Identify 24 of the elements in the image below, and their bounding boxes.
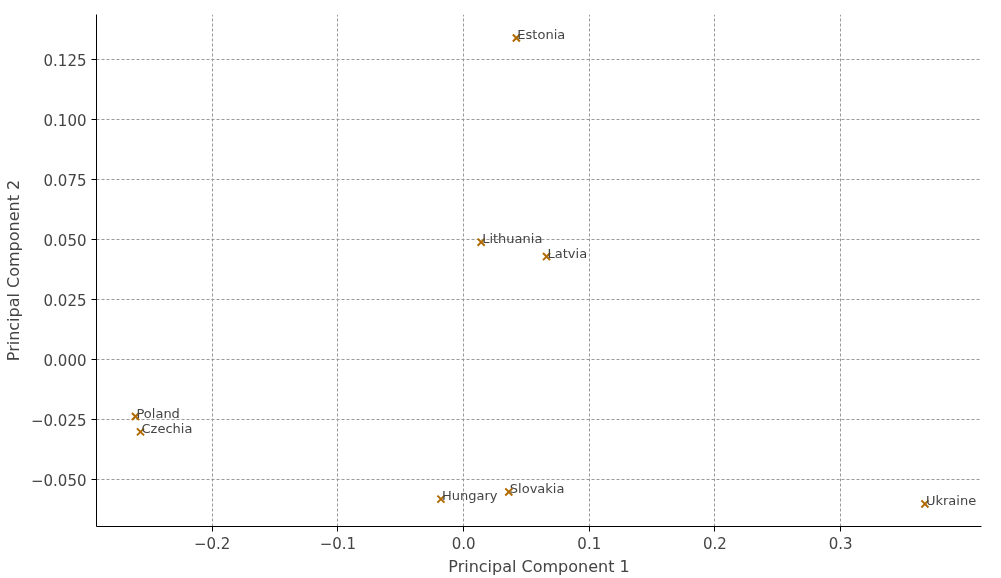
annotation: Ukraine: [925, 492, 977, 508]
y-tick-label: 0.050: [43, 231, 87, 250]
x-tick-label: 0.1: [577, 534, 602, 553]
annotation: Czechia: [141, 420, 193, 436]
annotation: Latvia: [547, 245, 588, 261]
y-tick-label: 0.025: [43, 291, 87, 310]
y-tick-label: 0.100: [43, 111, 87, 130]
x-tick-label: −0.1: [319, 534, 357, 553]
annotation: Slovakia: [509, 480, 565, 496]
annotation: Poland: [136, 405, 180, 421]
annotation: Lithuania: [482, 231, 543, 247]
y-axis-title: Principal Component 2: [3, 179, 23, 362]
annotation: Estonia: [517, 27, 566, 43]
x-tick-label: −0.2: [193, 534, 231, 553]
x-axis-title: Principal Component 1: [448, 556, 630, 576]
x-tick-label: 0.2: [703, 534, 727, 553]
y-tick-label: 0.125: [43, 51, 87, 70]
y-tick-label: 0.000: [43, 351, 87, 370]
x-tick-label: 0.0: [451, 534, 476, 553]
y-tick-label: 0.075: [43, 171, 87, 190]
annotation: Hungary: [441, 488, 498, 504]
y-tick-label: −0.050: [30, 471, 87, 490]
x-tick-label: 0.3: [828, 534, 853, 553]
y-tick-label: −0.025: [30, 411, 87, 430]
